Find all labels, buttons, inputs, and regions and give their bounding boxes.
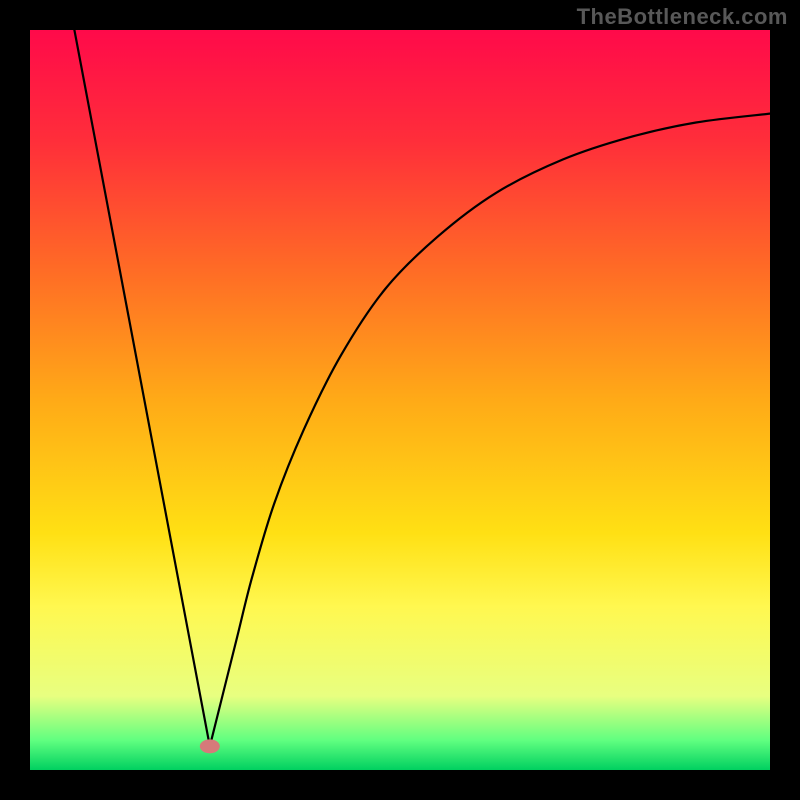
watermark-text: TheBottleneck.com [577, 4, 788, 30]
chart-svg [30, 30, 770, 770]
chart-container: TheBottleneck.com [0, 0, 800, 800]
optimal-point-marker [200, 739, 220, 753]
gradient-background [30, 30, 770, 770]
plot-area [30, 30, 770, 770]
